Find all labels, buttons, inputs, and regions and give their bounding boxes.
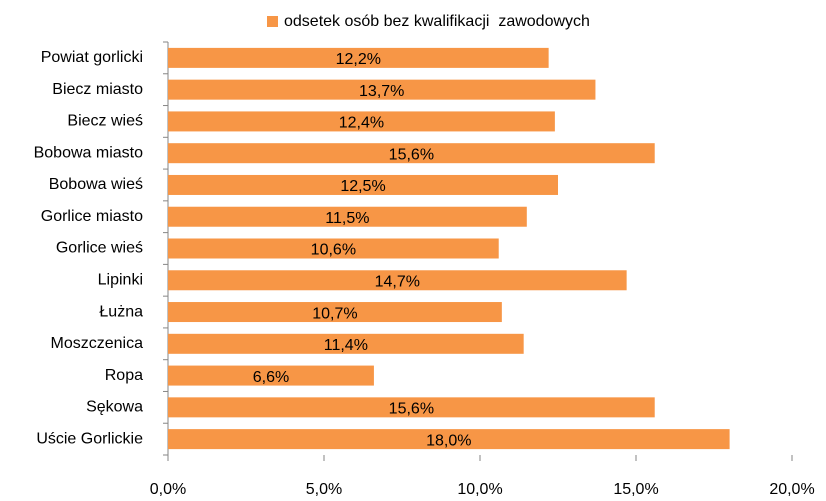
data-label: 15,6% <box>389 146 434 163</box>
x-tick-label: 10,0% <box>457 481 502 498</box>
data-label: 10,6% <box>311 242 356 259</box>
y-tick-label: Łużna <box>99 303 143 320</box>
y-tick-label: Powiat gorlicki <box>41 49 143 66</box>
bar <box>168 397 655 418</box>
data-label: 12,4% <box>339 115 384 132</box>
data-label: 13,7% <box>359 83 404 100</box>
y-tick-label: Uście Gorlickie <box>36 430 143 447</box>
x-tick-label: 0,0% <box>150 481 186 498</box>
x-tick-label: 20,0% <box>769 481 814 498</box>
y-tick-label: Lipinki <box>98 271 143 288</box>
data-label: 12,5% <box>340 178 385 195</box>
y-tick-label: Gorlice miasto <box>41 208 143 225</box>
data-label: 11,5% <box>325 210 369 227</box>
bar <box>168 111 555 132</box>
data-label: 10,7% <box>312 305 357 322</box>
bar <box>168 333 524 354</box>
y-tick-label: Moszczenica <box>51 335 144 352</box>
bar <box>168 143 655 164</box>
data-label: 18,0% <box>426 432 471 449</box>
bar <box>168 206 527 227</box>
legend-label: odsetek osób bez kwalifikacji zawodowych <box>284 13 590 30</box>
bar <box>168 302 502 323</box>
data-label: 15,6% <box>389 401 434 418</box>
y-tick-label: Bobowa miasto <box>34 144 143 161</box>
data-label: 11,4% <box>324 337 368 354</box>
bar <box>168 365 374 386</box>
y-tick-label: Bobowa wieś <box>49 176 143 193</box>
bar <box>168 238 499 259</box>
y-tick-label: Sękowa <box>86 399 143 416</box>
legend-swatch <box>267 16 278 27</box>
bar <box>168 79 596 100</box>
data-label: 14,7% <box>375 273 420 290</box>
y-tick-label: Biecz wieś <box>67 113 143 130</box>
data-label: 12,2% <box>336 51 381 68</box>
bar <box>168 47 549 68</box>
data-label: 6,6% <box>253 369 289 386</box>
y-tick-label: Gorlice wieś <box>56 240 143 257</box>
bar <box>168 174 558 195</box>
bar <box>168 429 730 450</box>
x-tick-label: 5,0% <box>306 481 342 498</box>
bar <box>168 270 627 291</box>
y-tick-label: Ropa <box>105 367 143 384</box>
y-tick-label: Biecz miasto <box>52 81 143 98</box>
x-tick-label: 15,0% <box>613 481 658 498</box>
